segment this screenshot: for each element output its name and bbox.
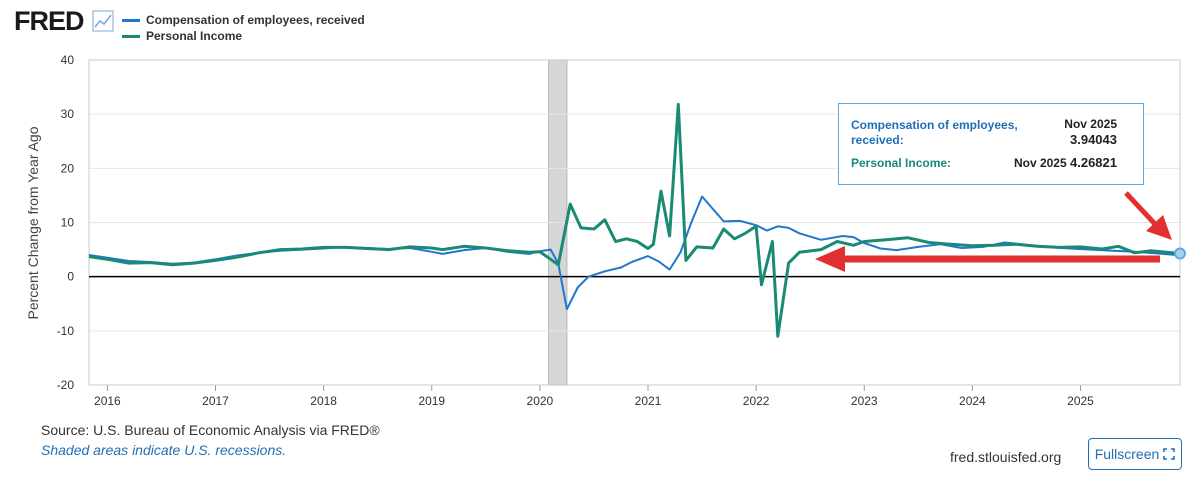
x-tick-label: 2016 bbox=[94, 394, 121, 408]
fred-logo[interactable]: FRED bbox=[14, 6, 84, 36]
x-tick-label: 2017 bbox=[202, 394, 229, 408]
chart-legend: Compensation of employees, received Pers… bbox=[122, 12, 365, 44]
x-tick-label: 2024 bbox=[959, 394, 986, 408]
hover-marker bbox=[1174, 247, 1186, 260]
annotation-diagonal-arrow-head bbox=[1146, 215, 1172, 240]
expand-icon bbox=[1163, 448, 1176, 460]
site-link[interactable]: fred.stlouisfed.org bbox=[950, 449, 1062, 465]
x-tick-label: 2021 bbox=[635, 394, 662, 408]
y-tick-label: 20 bbox=[61, 161, 75, 175]
tooltip-series1-name: Compensation of employees, received: bbox=[851, 118, 1018, 147]
tooltip-series1-value: 3.94043 bbox=[1070, 132, 1117, 147]
chart-trend-icon bbox=[92, 10, 114, 32]
annotation-arrows bbox=[815, 191, 1172, 272]
y-axis-label: Percent Change from Year Ago bbox=[25, 126, 41, 319]
legend-label-compensation: Compensation of employees, received bbox=[146, 13, 365, 27]
tooltip-series1-date: Nov 2025 bbox=[1064, 117, 1117, 131]
series-line-personal-income[interactable] bbox=[88, 102, 1181, 338]
data-tooltip: Compensation of employees, received: Nov… bbox=[838, 103, 1144, 185]
annotation-diagonal-arrow bbox=[1124, 191, 1157, 226]
legend-swatch-personal-income bbox=[122, 34, 140, 38]
fullscreen-button[interactable]: Fullscreen bbox=[1088, 438, 1182, 470]
x-tick-label: 2022 bbox=[743, 394, 770, 408]
x-tick-label: 2018 bbox=[310, 394, 337, 408]
plot-area-border bbox=[88, 59, 1181, 386]
tooltip-series2-date: Nov 2025 bbox=[1013, 156, 1067, 170]
y-tick-label: -20 bbox=[57, 378, 75, 392]
y-tick-label: 10 bbox=[61, 216, 75, 230]
legend-label-personal-income: Personal Income bbox=[146, 29, 243, 43]
source-text: Source: U.S. Bureau of Economic Analysis… bbox=[41, 422, 380, 438]
tooltip-series2-name: Personal Income: bbox=[851, 156, 952, 170]
legend-item-compensation[interactable]: Compensation of employees, received bbox=[122, 12, 365, 28]
x-tick-label: 2025 bbox=[1067, 394, 1094, 408]
legend-item-personal-income[interactable]: Personal Income bbox=[122, 28, 365, 44]
fullscreen-label: Fullscreen bbox=[1094, 446, 1160, 462]
x-tick-label: 2023 bbox=[851, 394, 878, 408]
y-tick-label: 40 bbox=[61, 53, 75, 67]
tooltip-series2-value: 4.26821 bbox=[1070, 155, 1117, 170]
x-tick-label: 2019 bbox=[418, 394, 445, 408]
y-tick-label: -10 bbox=[57, 324, 75, 338]
legend-swatch-compensation bbox=[122, 18, 140, 22]
annotation-long-arrow-head bbox=[815, 246, 845, 272]
x-tick-label: 2020 bbox=[527, 394, 554, 408]
y-tick-label: 0 bbox=[67, 270, 74, 284]
tooltip-series2-row: Nov 2025 4.26821 bbox=[1014, 155, 1117, 170]
recession-note: Shaded areas indicate U.S. recessions. bbox=[41, 442, 287, 458]
y-tick-label: 30 bbox=[61, 107, 75, 121]
